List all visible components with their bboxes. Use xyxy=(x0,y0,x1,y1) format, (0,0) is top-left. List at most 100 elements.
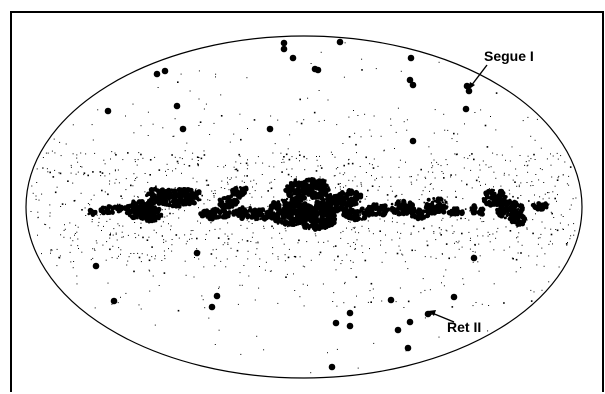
sky-speck xyxy=(381,261,383,263)
sky-speck xyxy=(354,193,356,195)
sky-speck xyxy=(90,199,92,201)
sky-speck xyxy=(73,261,75,262)
sky-speck xyxy=(554,185,556,187)
dust-clump xyxy=(228,198,233,203)
dust-clump xyxy=(239,209,243,213)
sky-speck xyxy=(298,151,300,153)
sky-speck xyxy=(367,301,369,303)
sky-speck xyxy=(430,256,432,258)
sky-speck xyxy=(445,243,448,245)
dust-clump xyxy=(347,208,354,215)
sky-speck xyxy=(163,250,165,252)
dust-clump xyxy=(152,187,156,191)
sky-speck xyxy=(375,68,377,70)
sky-speck xyxy=(534,139,536,141)
dwarf-galaxy-dot xyxy=(280,39,288,47)
sky-speck xyxy=(530,300,533,302)
sky-speck xyxy=(404,261,406,263)
dust-clump xyxy=(502,195,505,198)
sky-speck xyxy=(323,228,325,230)
sky-speck xyxy=(240,224,242,226)
sky-speck xyxy=(332,209,334,211)
sky-speck xyxy=(214,228,216,230)
sky-speck xyxy=(184,234,186,236)
sky-speck xyxy=(207,199,209,201)
sky-speck xyxy=(272,152,274,154)
sky-speck xyxy=(258,214,260,216)
sky-speck xyxy=(85,153,87,155)
sky-speck xyxy=(118,182,120,184)
sky-speck xyxy=(367,220,369,222)
sky-speck xyxy=(184,150,186,152)
sky-speck xyxy=(102,244,104,246)
sky-speck xyxy=(35,195,37,197)
sky-speck xyxy=(30,211,32,212)
sky-speck xyxy=(573,223,575,225)
sky-speck xyxy=(442,217,444,219)
sky-speck xyxy=(368,230,370,232)
sky-speck xyxy=(514,213,516,215)
sky-speck xyxy=(163,241,165,243)
sky-speck xyxy=(150,192,152,195)
dust-clump xyxy=(426,205,429,208)
sky-speck xyxy=(303,305,305,307)
sky-speck xyxy=(252,214,254,216)
sky-speck xyxy=(451,306,454,308)
sky-speck xyxy=(562,174,564,176)
sky-speck xyxy=(255,162,257,164)
sky-speck xyxy=(287,210,289,212)
sky-speck xyxy=(285,276,287,278)
sky-speck xyxy=(322,194,324,196)
sky-speck xyxy=(195,189,196,191)
dwarf-galaxy-dot xyxy=(346,309,354,317)
sky-speck xyxy=(323,119,325,121)
sky-speck xyxy=(410,181,412,183)
sky-speck xyxy=(325,213,327,215)
sky-speck xyxy=(446,230,448,232)
sky-speck xyxy=(294,255,296,257)
sky-speck xyxy=(132,185,134,187)
sky-speck xyxy=(222,244,224,246)
sky-speck xyxy=(249,204,251,206)
sky-speck xyxy=(173,189,175,191)
sky-speck xyxy=(153,192,155,194)
sky-speck xyxy=(220,260,222,262)
dust-clump xyxy=(499,202,502,206)
sky-speck xyxy=(548,192,550,194)
sky-speck xyxy=(63,229,65,231)
sky-speck xyxy=(50,252,51,254)
dust-clump xyxy=(303,214,306,217)
sky-speck xyxy=(372,233,374,235)
sky-speck xyxy=(401,193,403,195)
sky-speck xyxy=(197,165,199,167)
sky-speck xyxy=(126,264,128,266)
ret-ii-arrow xyxy=(431,312,455,323)
sky-speck xyxy=(515,168,517,170)
sky-speck xyxy=(493,218,495,220)
dust-clump xyxy=(359,214,362,216)
sky-speck xyxy=(372,167,375,169)
dust-clump xyxy=(318,179,323,185)
sky-speck xyxy=(105,259,107,261)
dust-clump xyxy=(508,208,513,213)
sky-speck xyxy=(133,132,135,134)
dust-clump xyxy=(322,208,326,213)
sky-speck xyxy=(320,165,322,167)
sky-speck xyxy=(254,219,256,222)
dust-clump xyxy=(329,203,334,208)
sky-speck xyxy=(334,175,336,177)
sky-speck xyxy=(516,237,517,239)
sky-speck xyxy=(351,229,353,231)
sky-speck xyxy=(140,227,142,229)
sky-speck xyxy=(336,205,338,207)
sky-speck xyxy=(252,186,253,188)
sky-speck xyxy=(417,174,419,176)
sky-speck xyxy=(430,183,432,185)
sky-speck xyxy=(354,176,356,178)
sky-speck xyxy=(190,233,192,235)
dust-clump xyxy=(406,209,411,214)
sky-speck xyxy=(461,246,463,248)
sky-speck xyxy=(273,227,274,229)
dust-clump xyxy=(471,203,477,209)
sky-speck xyxy=(546,158,548,160)
